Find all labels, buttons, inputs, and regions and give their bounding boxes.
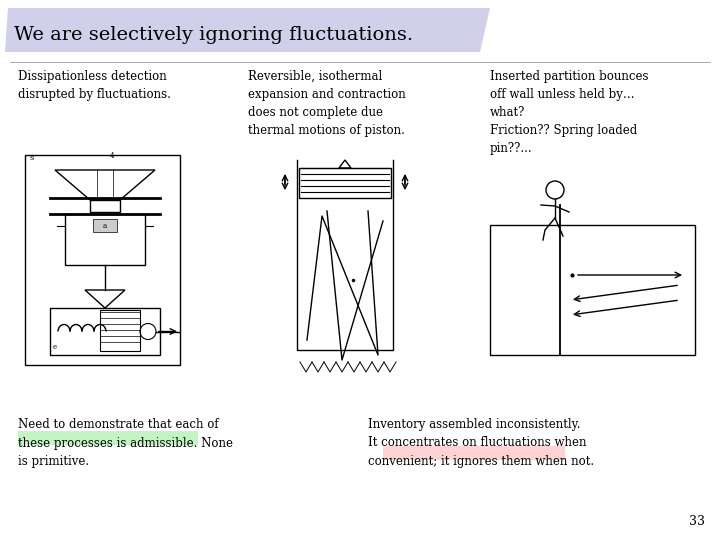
FancyBboxPatch shape xyxy=(383,446,565,460)
Polygon shape xyxy=(93,219,117,232)
Text: Reversible, isothermal
expansion and contraction
does not complete due
thermal m: Reversible, isothermal expansion and con… xyxy=(248,70,406,137)
Text: Dissipationless detection
disrupted by fluctuations.: Dissipationless detection disrupted by f… xyxy=(18,70,171,101)
Text: a: a xyxy=(103,222,107,230)
Text: Need to demonstrate that each of
these processes is admissible. None
is primitiv: Need to demonstrate that each of these p… xyxy=(18,418,233,468)
Text: 33: 33 xyxy=(689,515,705,528)
Text: Inventory assembled inconsistently.
It concentrates on fluctuations when
conveni: Inventory assembled inconsistently. It c… xyxy=(368,418,594,468)
Text: Inserted partition bounces
off wall unless held by…
what?
Friction?? Spring load: Inserted partition bounces off wall unle… xyxy=(490,70,649,155)
FancyBboxPatch shape xyxy=(18,431,198,445)
Text: s: s xyxy=(30,154,35,162)
Text: 4: 4 xyxy=(110,152,114,160)
Text: e: e xyxy=(53,343,57,351)
Text: We are selectively ignoring fluctuations.: We are selectively ignoring fluctuations… xyxy=(14,26,413,44)
Polygon shape xyxy=(5,8,490,52)
